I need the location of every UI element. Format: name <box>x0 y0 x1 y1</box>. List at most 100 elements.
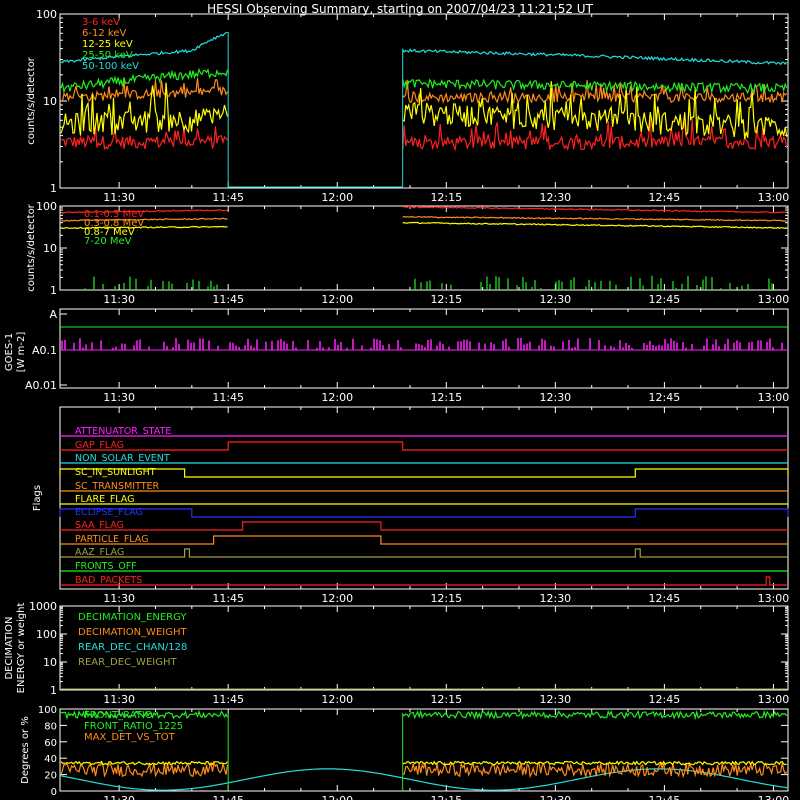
series-line-FRONT_RATIO <box>59 768 789 791</box>
flag-label: ATTENUATOR_STATE <box>75 426 171 437</box>
flag-line-BAD-PACKETS <box>60 576 788 586</box>
y-tick-label: 60 <box>44 738 57 749</box>
y-axis-label: counts/s/detector <box>26 56 37 144</box>
y-tick-label: 0 <box>51 787 57 798</box>
x-tick-label: 12:45 <box>649 293 681 306</box>
y-tick-label: A0.1 <box>32 344 57 357</box>
flag-label: FLARE_FLAG <box>75 494 135 505</box>
panel-goes: 11:30 11:45 12:00 12:15 12:30 12:45 13:00 A0.01… <box>4 308 789 404</box>
x-tick-label: 12:00 <box>321 592 353 605</box>
series-line-MAX_DET_VS_TOT <box>60 761 788 779</box>
panel-gamma-rates: 11:30 11:45 12:00 12:15 12:30 12:45 13:00 1 10 10… <box>26 200 789 306</box>
legend-entry: 25-50 keV <box>82 50 133 61</box>
y-tick-label: 100 <box>36 8 57 21</box>
legend-entry: 3-6 keV <box>82 17 120 28</box>
flag-line-AAZ-FLAG <box>60 548 788 558</box>
y-axis-label: Flags <box>32 485 43 511</box>
series-line-6-12-keV <box>60 78 788 105</box>
legend-entry: REAR_DEC_CHAN/128 <box>78 642 187 653</box>
y-tick-label: 10 <box>43 95 57 108</box>
legend-entry: 12-25 keV <box>82 39 133 50</box>
x-tick-label: 11:45 <box>212 191 244 204</box>
x-tick-label: 13:00 <box>758 592 790 605</box>
x-tick-label: 12:30 <box>539 592 571 605</box>
x-tick-label: 11:30 <box>103 191 135 204</box>
y-tick-label: 10 <box>43 242 57 255</box>
legend-entry: FRONT_RATIO <box>84 710 153 721</box>
plot-frame <box>59 605 789 691</box>
x-tick-label: 11:30 <box>103 693 135 706</box>
x-tick-label: 13:00 <box>758 794 790 800</box>
y-axis-label: counts/s/detector <box>26 203 37 291</box>
series-line-12-25-keV <box>60 81 788 139</box>
legend-entry: MAX_DET_VS_TOT <box>84 732 176 743</box>
x-tick-label: 12:00 <box>321 693 353 706</box>
x-tick-label: 12:45 <box>649 592 681 605</box>
x-tick-label: 11:45 <box>212 391 244 404</box>
flag-label: PARTICLE_FLAG <box>75 534 148 545</box>
x-tick-label: 12:15 <box>430 293 462 306</box>
series-line-3-6-keV <box>60 117 788 152</box>
x-tick-label: 12:00 <box>321 191 353 204</box>
legend-entry: DECIMATION_ENERGY <box>78 612 187 623</box>
y-tick-label: 1000 <box>29 600 57 613</box>
y-tick-label: 100 <box>36 200 57 213</box>
panel-count-rates: 11:30 11:45 12:00 12:15 12:30 12:45 13:00 1 10 10… <box>26 8 789 204</box>
series-line-0.1-0.3-MeV <box>60 205 787 214</box>
y-tick-label: A <box>49 308 57 321</box>
series-line-0.8-7-MeV <box>60 221 787 230</box>
x-tick-label: 12:15 <box>430 592 462 605</box>
y-axis-label: GOES-1 <box>4 333 15 371</box>
flag-label: SAA_FLAG <box>75 520 124 531</box>
legend-entry: REAR_DEC_WEIGHT <box>78 657 177 668</box>
x-tick-label: 11:30 <box>103 391 135 404</box>
flag-label: BAD_PACKETS <box>75 575 142 586</box>
x-tick-label: 12:45 <box>649 191 681 204</box>
y-axis-label: ENERGY or weight <box>16 603 27 694</box>
y-tick-label: 100 <box>36 628 57 641</box>
y-tick-label: 10 <box>43 656 57 669</box>
legend-entry: 50-100 keV <box>82 61 139 72</box>
y-tick-label: 20 <box>44 771 57 782</box>
flag-line-ECLIPSE-FLAG <box>59 508 789 518</box>
x-tick-label: 11:30 <box>103 592 135 605</box>
legend-entry: DECIMATION_WEIGHT <box>78 627 187 638</box>
y-axis-label: DECIMATION <box>4 616 15 679</box>
flag-label: NON_SOLAR_EVENT <box>75 453 170 464</box>
series-line-50-100-keV <box>60 31 788 66</box>
flag-line-SC-IN-SUNLIGHT <box>59 468 789 478</box>
flag-label: ECLIPSE_FLAG <box>75 507 143 518</box>
y-tick-label: 40 <box>44 754 57 765</box>
series-line-25-50-keV <box>60 67 788 95</box>
y-tick-label: 100 <box>38 705 57 716</box>
legend-entry: 0.3-0.8 MeV <box>84 218 144 229</box>
x-tick-label: 11:45 <box>212 293 244 306</box>
panel-ratios: 11:30 11:45 12:00 12:15 12:30 12:45 13:00 0 20 40… <box>20 705 789 800</box>
x-tick-label: 12:15 <box>430 794 462 800</box>
x-tick-label: 12:00 <box>321 794 353 800</box>
flag-label: SC_TRANSMITTER <box>75 481 160 492</box>
x-tick-label: 12:00 <box>321 293 353 306</box>
flag-label: FRONTS_OFF <box>75 561 137 572</box>
x-tick-label: 12:30 <box>539 191 571 204</box>
x-tick-label: 13:00 <box>758 693 790 706</box>
flag-label: SC_IN_SUNLIGHT <box>75 467 156 478</box>
legend-entry: 0.8-7 MeV <box>84 227 135 238</box>
flag-label: GAP_FLAG <box>75 440 124 451</box>
y-axis-label: Degrees or % <box>20 716 31 784</box>
flag-label: AAZ_FLAG <box>75 547 124 558</box>
plot-frame <box>59 308 789 389</box>
x-tick-label: 12:00 <box>321 391 353 404</box>
legend-entry: 6-12 keV <box>82 28 126 39</box>
legend-entry: 7-20 MeV <box>84 236 132 247</box>
plot-frame <box>59 406 789 590</box>
y-tick-label: A0.01 <box>25 379 57 392</box>
x-tick-label: 11:45 <box>212 794 244 800</box>
legend-entry: FRONT_RATIO_1225 <box>84 721 183 732</box>
panel-decimation: 11:30 11:45 12:00 12:15 12:30 12:45 13:00 1 10 10… <box>4 600 789 706</box>
y-axis-label: [W m-2] <box>16 332 27 373</box>
flag-line-PARTICLE-FLAG <box>60 535 788 545</box>
series-line-0.3-0.8-MeV <box>60 215 787 222</box>
series-line-GOES <box>61 338 783 350</box>
